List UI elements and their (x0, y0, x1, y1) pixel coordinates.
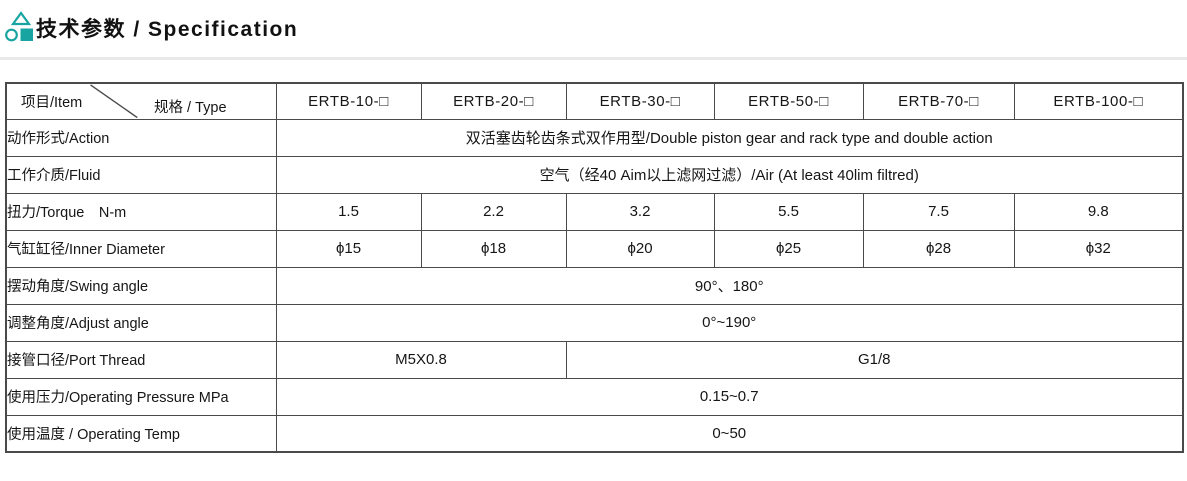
column-header-ertb-50: ERTB-50-□ (713, 82, 864, 120)
table-row-swing-angle: 摆动角度/Swing angle 90°、180° (5, 266, 1184, 305)
port-thread-large-value: G1/8 (565, 340, 1184, 379)
column-header-ertb-10: ERTB-10-□ (275, 82, 422, 120)
column-header-ertb-70: ERTB-70-□ (862, 82, 1015, 120)
corner-type-label: 规格 / Type (154, 100, 227, 116)
row-label-port-thread: 接管口径/Port Thread (5, 340, 277, 379)
corner-item-label: 项目/Item (21, 95, 83, 111)
row-label-adjust-angle: 调整角度/Adjust angle (5, 303, 277, 342)
port-thread-small-value: M5X0.8 (275, 340, 567, 379)
header-divider (0, 57, 1187, 60)
diameter-value: ϕ32 (1013, 229, 1184, 268)
row-label-operating-pressure: 使用压力/Operating Pressure MPa (5, 377, 277, 416)
row-label-fluid: 工作介质/Fluid (5, 155, 277, 194)
table-row-action: 动作形式/Action 双活塞齿轮齿条式双作用型/Double piston g… (5, 118, 1184, 157)
operating-pressure-value: 0.15~0.7 (275, 377, 1184, 416)
table-row-fluid: 工作介质/Fluid 空气（经40 Aim以上滤网过滤）/Air (At lea… (5, 155, 1184, 194)
operating-temp-value: 0~50 (275, 414, 1184, 453)
diameter-value: ϕ18 (420, 229, 567, 268)
shapes-logo-icon (4, 11, 40, 43)
table-row-inner-diameter: 气缸缸径/Inner Diameter ϕ15 ϕ18 ϕ20 ϕ25 ϕ28 … (5, 229, 1184, 268)
corner-diagonal-line (90, 84, 138, 118)
diameter-value: ϕ15 (275, 229, 422, 268)
torque-value: 5.5 (713, 192, 864, 231)
fluid-value: 空气（经40 Aim以上滤网过滤）/Air (At least 40lim fi… (275, 155, 1184, 194)
diameter-value: ϕ25 (713, 229, 864, 268)
row-label-inner-diameter: 气缸缸径/Inner Diameter (5, 229, 277, 268)
table-row-port-thread: 接管口径/Port Thread M5X0.8 G1/8 (5, 340, 1184, 379)
corner-cell: 项目/Item 规格 / Type (5, 82, 277, 120)
torque-value: 3.2 (565, 192, 715, 231)
diameter-value: ϕ20 (565, 229, 715, 268)
row-label-action: 动作形式/Action (5, 118, 277, 157)
table-header-row: 项目/Item 规格 / Type ERTB-10-□ ERTB-20-□ ER… (5, 82, 1184, 120)
specification-table: 项目/Item 规格 / Type ERTB-10-□ ERTB-20-□ ER… (5, 82, 1184, 453)
table-row-operating-pressure: 使用压力/Operating Pressure MPa 0.15~0.7 (5, 377, 1184, 416)
torque-value: 7.5 (862, 192, 1015, 231)
table-row-adjust-angle: 调整角度/Adjust angle 0°~190° (5, 303, 1184, 342)
adjust-angle-value: 0°~190° (275, 303, 1184, 342)
page-header: 技术参数 / Specification (0, 0, 1187, 57)
column-header-ertb-30: ERTB-30-□ (565, 82, 715, 120)
row-label-torque: 扭力/Torque N-m (5, 192, 277, 231)
column-header-ertb-20: ERTB-20-□ (420, 82, 567, 120)
action-value: 双活塞齿轮齿条式双作用型/Double piston gear and rack… (275, 118, 1184, 157)
table-row-operating-temp: 使用温度 / Operating Temp 0~50 (5, 414, 1184, 453)
torque-value: 9.8 (1013, 192, 1184, 231)
column-header-ertb-100: ERTB-100-□ (1013, 82, 1184, 120)
row-label-swing-angle: 摆动角度/Swing angle (5, 266, 277, 305)
page-title: 技术参数 / Specification (36, 18, 299, 41)
swing-angle-value: 90°、180° (275, 266, 1184, 305)
row-label-operating-temp: 使用温度 / Operating Temp (5, 414, 277, 453)
torque-value: 2.2 (420, 192, 567, 231)
table-row-torque: 扭力/Torque N-m 1.5 2.2 3.2 5.5 7.5 9.8 (5, 192, 1184, 231)
torque-value: 1.5 (275, 192, 422, 231)
diameter-value: ϕ28 (862, 229, 1015, 268)
